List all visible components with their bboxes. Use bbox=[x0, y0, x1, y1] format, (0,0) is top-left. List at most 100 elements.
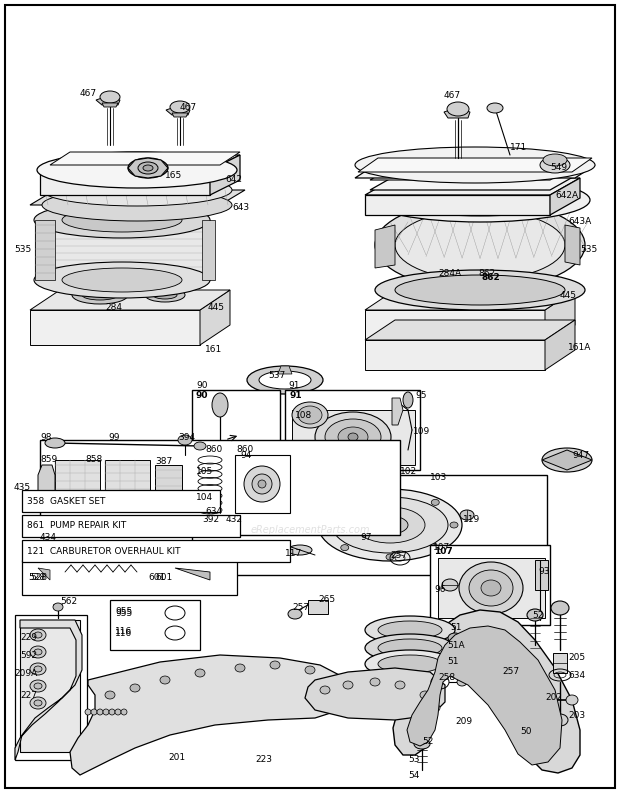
Polygon shape bbox=[393, 610, 580, 773]
Ellipse shape bbox=[130, 684, 140, 692]
Ellipse shape bbox=[390, 184, 570, 216]
Polygon shape bbox=[278, 366, 292, 374]
Text: 434: 434 bbox=[40, 534, 57, 542]
Text: 860: 860 bbox=[205, 446, 222, 454]
Text: 107: 107 bbox=[434, 546, 453, 556]
Polygon shape bbox=[365, 195, 550, 215]
Polygon shape bbox=[545, 290, 575, 345]
Polygon shape bbox=[407, 626, 562, 765]
Text: 229: 229 bbox=[20, 634, 37, 642]
Ellipse shape bbox=[100, 91, 120, 103]
Ellipse shape bbox=[91, 709, 97, 715]
Bar bbox=[308, 600, 328, 614]
Ellipse shape bbox=[492, 672, 508, 682]
Ellipse shape bbox=[115, 709, 121, 715]
Ellipse shape bbox=[34, 683, 42, 689]
Text: 862: 862 bbox=[478, 270, 495, 278]
Polygon shape bbox=[545, 320, 575, 370]
Text: 50: 50 bbox=[520, 727, 531, 737]
Text: 209: 209 bbox=[455, 718, 472, 726]
Text: 601: 601 bbox=[148, 573, 166, 583]
Polygon shape bbox=[202, 220, 215, 280]
Ellipse shape bbox=[320, 686, 330, 694]
Text: 171: 171 bbox=[510, 144, 527, 152]
Text: 105: 105 bbox=[196, 468, 213, 477]
Polygon shape bbox=[365, 310, 545, 345]
Text: 54: 54 bbox=[408, 771, 419, 780]
Text: 52: 52 bbox=[422, 737, 433, 746]
Ellipse shape bbox=[145, 288, 185, 302]
Ellipse shape bbox=[72, 286, 128, 304]
Text: 947: 947 bbox=[572, 450, 589, 459]
Text: 445: 445 bbox=[208, 304, 225, 312]
Text: 93: 93 bbox=[538, 568, 549, 577]
Text: 99: 99 bbox=[108, 432, 120, 442]
Bar bbox=[478, 268, 513, 286]
Text: 432: 432 bbox=[226, 515, 243, 524]
Ellipse shape bbox=[343, 681, 353, 689]
Polygon shape bbox=[365, 290, 575, 310]
Ellipse shape bbox=[322, 522, 330, 528]
Ellipse shape bbox=[34, 649, 42, 655]
Ellipse shape bbox=[378, 621, 442, 639]
Polygon shape bbox=[535, 560, 548, 590]
Ellipse shape bbox=[542, 448, 592, 472]
Ellipse shape bbox=[34, 666, 42, 672]
Polygon shape bbox=[102, 103, 118, 107]
Ellipse shape bbox=[30, 646, 46, 658]
Polygon shape bbox=[200, 290, 230, 345]
Ellipse shape bbox=[298, 406, 322, 424]
Ellipse shape bbox=[252, 474, 272, 494]
Text: 642: 642 bbox=[225, 175, 242, 185]
Text: 862: 862 bbox=[481, 273, 500, 282]
Text: 860: 860 bbox=[236, 446, 253, 454]
Polygon shape bbox=[550, 178, 580, 215]
Text: 467: 467 bbox=[179, 104, 197, 113]
Ellipse shape bbox=[194, 442, 206, 450]
Ellipse shape bbox=[105, 691, 115, 699]
Ellipse shape bbox=[62, 268, 182, 292]
Text: 91: 91 bbox=[288, 381, 299, 389]
Ellipse shape bbox=[85, 709, 91, 715]
Polygon shape bbox=[375, 225, 395, 268]
Polygon shape bbox=[355, 165, 595, 178]
Text: 392: 392 bbox=[202, 515, 219, 524]
Polygon shape bbox=[50, 520, 180, 535]
Text: 95: 95 bbox=[415, 390, 427, 400]
Text: 858: 858 bbox=[85, 455, 102, 465]
Ellipse shape bbox=[153, 291, 177, 299]
Ellipse shape bbox=[551, 601, 569, 615]
Text: 97: 97 bbox=[360, 534, 371, 542]
Bar bbox=[192, 390, 280, 470]
Text: 257: 257 bbox=[502, 668, 519, 676]
Bar bbox=[15, 615, 87, 760]
Ellipse shape bbox=[341, 500, 348, 505]
Ellipse shape bbox=[170, 101, 190, 113]
Polygon shape bbox=[172, 113, 188, 117]
Text: 90: 90 bbox=[196, 392, 208, 400]
Ellipse shape bbox=[280, 541, 290, 547]
Ellipse shape bbox=[405, 286, 455, 304]
Ellipse shape bbox=[469, 570, 513, 606]
Polygon shape bbox=[215, 460, 225, 470]
Text: 165: 165 bbox=[165, 170, 182, 179]
Ellipse shape bbox=[292, 402, 328, 428]
Text: eReplacementParts.com: eReplacementParts.com bbox=[250, 525, 370, 535]
Polygon shape bbox=[370, 173, 580, 190]
Ellipse shape bbox=[247, 366, 323, 394]
Ellipse shape bbox=[341, 545, 348, 550]
Text: 358  GASKET SET: 358 GASKET SET bbox=[27, 496, 105, 505]
Text: 209A: 209A bbox=[14, 668, 37, 677]
Text: 955: 955 bbox=[115, 607, 132, 616]
Ellipse shape bbox=[453, 239, 469, 249]
Polygon shape bbox=[292, 410, 415, 465]
Ellipse shape bbox=[460, 510, 474, 520]
Ellipse shape bbox=[527, 609, 543, 621]
Bar bbox=[235, 455, 290, 513]
Polygon shape bbox=[35, 220, 210, 280]
Polygon shape bbox=[445, 265, 480, 280]
Text: 117: 117 bbox=[285, 549, 303, 557]
Text: 861  PUMP REPAIR KIT: 861 PUMP REPAIR KIT bbox=[27, 522, 126, 531]
Ellipse shape bbox=[288, 545, 312, 555]
Ellipse shape bbox=[383, 521, 397, 529]
